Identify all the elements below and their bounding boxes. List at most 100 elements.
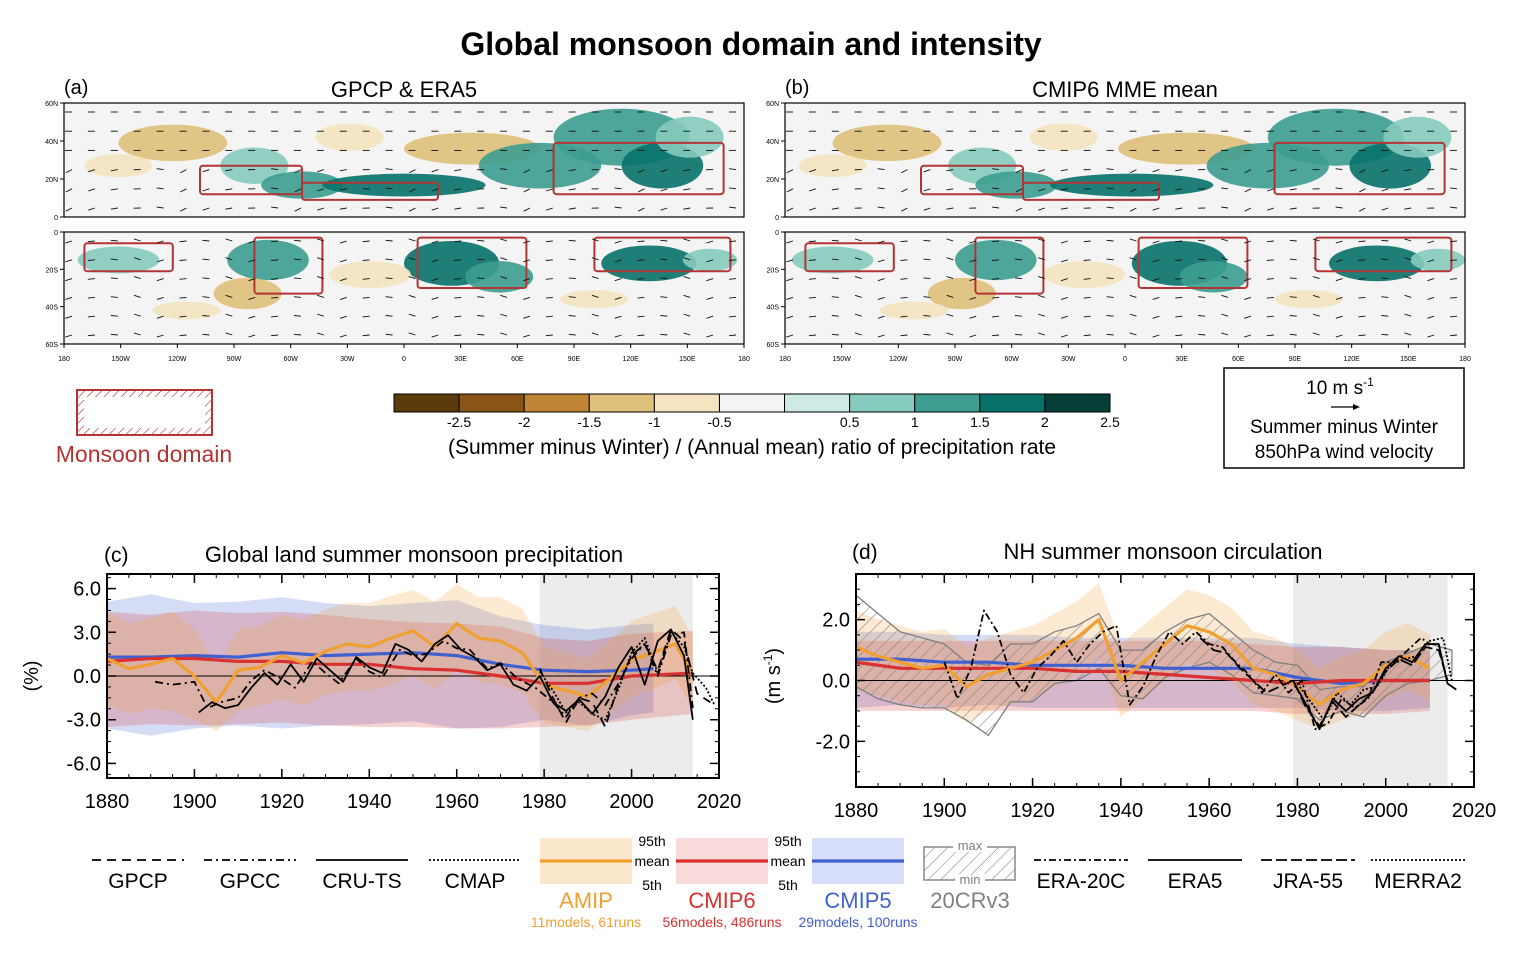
map-lon-tick-label: 60E	[1232, 356, 1245, 363]
map-nh-precip-blob	[84, 154, 152, 177]
colorbar-tick-label: -2.5	[447, 414, 471, 430]
map-lat-tick-label: 0	[775, 215, 779, 222]
x-tick-label: 2000	[609, 791, 654, 813]
wind-box-line2: 850hPa wind velocity	[1255, 442, 1434, 463]
map-lon-tick-label: 90E	[568, 356, 581, 363]
map-lon-tick-label: 120W	[168, 356, 187, 363]
colorbar-cell	[915, 394, 980, 412]
monsoon-domain-legend: Monsoon domain	[56, 390, 232, 467]
legend-label-era5: ERA5	[1168, 870, 1223, 893]
map-nh-precip-blob	[118, 125, 227, 161]
legend-label-cmip6: CMIP6	[688, 888, 755, 913]
map-lon-tick-label: 120E	[622, 356, 639, 363]
map-lon-tick-label: 120E	[1343, 356, 1360, 363]
map-lon-tick-label: 30W	[1061, 356, 1076, 363]
colorbar-tick-label: 1	[911, 414, 919, 430]
y-tick-label: 2.0	[822, 610, 850, 632]
x-tick-label: 2000	[1363, 800, 1408, 822]
wind-box-line1: Summer minus Winter	[1250, 417, 1439, 438]
panel-d-ylabel-unit: (m s	[763, 665, 785, 704]
colorbar-tick-label: 0.5	[840, 414, 860, 430]
map-sh-precip-blob	[1043, 261, 1125, 288]
map-lon-tick-label: 150W	[833, 356, 852, 363]
y-tick-label: 0.0	[73, 666, 101, 688]
legend-label-cmap: CMAP	[445, 870, 506, 893]
map-nh-precip-blob	[656, 117, 724, 158]
map-lat-tick-label: 20N	[766, 177, 779, 184]
map-lat-tick-label: 40N	[766, 139, 779, 146]
legend-detail-cmip6: 56models, 486runs	[662, 914, 781, 930]
legend-label-20crv3: 20CRv3	[930, 888, 1009, 913]
panel-a-title: GPCP & ERA5	[331, 77, 477, 102]
x-tick-label: 1900	[922, 800, 967, 822]
map-nh-precip-blob	[1050, 174, 1213, 197]
map-lat-tick-label: 60S	[46, 342, 59, 349]
x-tick-label: 1960	[1187, 800, 1232, 822]
map-nh-precip-blob	[1030, 124, 1098, 151]
legend-band-label-top: 95th	[774, 833, 801, 849]
map-lon-tick-label: 60W	[1004, 356, 1019, 363]
legend-band-label-mid: mean	[634, 853, 669, 869]
panel-c-label: (c)	[104, 544, 129, 567]
panel-d-ylabel-close: )	[763, 648, 785, 655]
map-lon-tick-label: 180	[58, 356, 70, 363]
legend-20crv3-min: min	[960, 872, 981, 887]
map-nh-precip-blob	[1383, 117, 1451, 158]
colorbar-tick-label: -1.5	[577, 414, 601, 430]
colorbar-cell	[394, 394, 459, 412]
colorbar-tick-label: -2	[518, 414, 531, 430]
legend-label-jra-55: JRA-55	[1273, 870, 1343, 893]
colorbar-cell	[654, 394, 719, 412]
map-lat-tick-label: 20N	[45, 177, 58, 184]
x-tick-label: 2020	[697, 791, 742, 813]
map-lon-tick-label: 150E	[1400, 356, 1417, 363]
map-lon-tick-label: 120W	[889, 356, 908, 363]
panel-c-title: Global land summer monsoon precipitation	[205, 542, 623, 567]
y-tick-label: 0.0	[822, 671, 850, 693]
panel-b-title: CMIP6 MME mean	[1032, 77, 1218, 102]
chart-panel-d: (d) NH summer monsoon circulation (m s-1…	[761, 539, 1496, 822]
map-lon-tick-label: 180	[738, 356, 750, 363]
panel-d-label: (d)	[852, 541, 878, 564]
legend-band-label-bot: 5th	[642, 877, 661, 893]
legend-20crv3-max: max	[958, 838, 983, 853]
map-nh-precip-blob	[799, 154, 867, 177]
map-lat-tick-label: 60N	[766, 101, 779, 108]
x-tick-label: 2020	[1452, 800, 1497, 822]
colorbar-cell	[524, 394, 589, 412]
map-lat-tick-label: 40S	[46, 305, 59, 312]
map-lon-tick-label: 150W	[112, 356, 131, 363]
map-lon-tick-label: 60E	[511, 356, 524, 363]
y-tick-label: -6.0	[67, 753, 101, 775]
panel-b-label: (b)	[785, 77, 809, 99]
y-tick-label: 6.0	[73, 579, 101, 601]
legend-band-label-bot: 5th	[778, 877, 797, 893]
map-sh-precip-blob	[227, 240, 309, 280]
colorbar-cell	[719, 394, 784, 412]
legend-band-label-mid: mean	[770, 853, 805, 869]
legend-label-cmip5: CMIP5	[824, 888, 891, 913]
map-sh-precip-blob	[601, 245, 696, 281]
map-nh-precip-blob	[833, 125, 942, 161]
x-tick-label: 1880	[834, 800, 879, 822]
map-lon-tick-label: 180	[779, 356, 791, 363]
legend-band-label-top: 95th	[638, 833, 665, 849]
colorbar-cell	[980, 394, 1045, 412]
legend-label-cru-ts: CRU-TS	[322, 870, 401, 893]
x-tick-label: 1960	[434, 791, 479, 813]
map-lat-tick-label: 0	[775, 230, 779, 237]
colorbar-cell	[850, 394, 915, 412]
map-lat-tick-label: 60S	[767, 342, 780, 349]
plot-area	[107, 574, 719, 778]
legend-detail-cmip5: 29models, 100runs	[798, 914, 917, 930]
map-lon-tick-label: 30E	[1175, 356, 1188, 363]
map-lat-tick-label: 20S	[46, 267, 59, 274]
y-tick-label: 3.0	[73, 622, 101, 644]
colorbar-tick-label: 2	[1041, 414, 1049, 430]
map-lon-tick-label: 0	[1123, 356, 1127, 363]
